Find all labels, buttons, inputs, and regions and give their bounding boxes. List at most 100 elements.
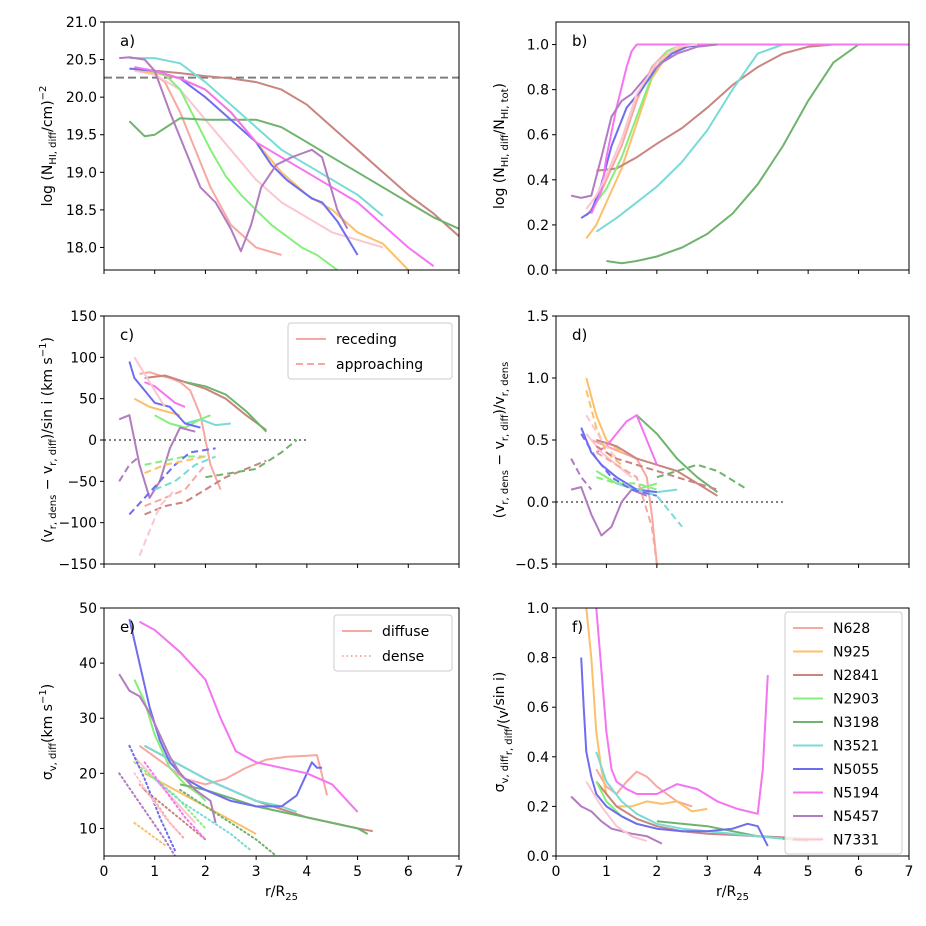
panel-f-legend-label-8: N5457 xyxy=(833,809,879,825)
panel-e-series-n5457-dotted-line xyxy=(118,772,176,856)
panel-c-y-tick-label: 50 xyxy=(79,392,97,408)
panel-b-series-n3521-solid-line xyxy=(595,43,809,233)
panel-e-legend-label-1: dense xyxy=(382,649,424,665)
panel-e-x-tick-label: 3 xyxy=(252,864,261,880)
label-part: /sin i) xyxy=(492,672,508,711)
panel-e-x-tick-label: 6 xyxy=(404,864,413,880)
panel-a-series-n5194-solid-line xyxy=(134,66,435,268)
panel-e-series-n5055-dotted-line xyxy=(128,744,176,852)
panel-c: −150 −100 −50 0 50 100 150 c) (vr, dens − vr, di… xyxy=(38,309,460,573)
panel-e-y-tick-label: 50 xyxy=(79,601,97,617)
label-part: v, diff xyxy=(48,742,59,771)
panel-c-y-tick-label: 100 xyxy=(70,350,97,366)
panel-f-y-tick-label: 0.6 xyxy=(527,700,549,716)
label-part: r, dens xyxy=(48,495,59,530)
panel-c-series-n3521-dashed-line xyxy=(154,455,216,491)
panel-e-series-n628-solid-line xyxy=(138,744,329,796)
panel-f-series-n925-solid-line xyxy=(585,608,708,813)
panel-a-series-n2903-solid-line xyxy=(134,67,338,270)
label-part: −2 xyxy=(38,86,49,101)
panel-c-y-tick-label: −150 xyxy=(59,557,97,573)
panel-f-x-axis-label: r/R25 xyxy=(716,884,749,903)
label-part: /cm xyxy=(40,106,56,132)
panel-c-series-n5055-dashed-line xyxy=(128,447,216,516)
panel-f-legend-label-2: N2841 xyxy=(833,668,879,684)
panel-e-y-tick-label: 10 xyxy=(79,821,97,837)
label-part: ) xyxy=(40,684,56,689)
panel-e-y-tick-label: 30 xyxy=(79,711,97,727)
panel-b-y-axis-label: log (NHI, diff/NHI, tot) xyxy=(492,83,511,209)
panel-b-letter: b) xyxy=(572,32,587,50)
panel-f-x-tick-label: 6 xyxy=(854,864,863,880)
panel-f-y-tick-label: 0.4 xyxy=(527,750,549,766)
panel-e-series-n2903-dotted-line xyxy=(133,761,207,830)
panel-c-y-tick-label: −100 xyxy=(59,516,97,532)
panel-c-plot-area xyxy=(104,356,307,557)
panel-a-series-n5457-solid-line xyxy=(119,56,349,253)
label-part: − v xyxy=(492,441,508,470)
label-part: HI, diff xyxy=(500,133,511,167)
panel-f-x-tick-label: 0 xyxy=(552,864,561,880)
panel-f-legend-label-9: N7331 xyxy=(833,833,879,849)
panel-e-x-tick-label: 7 xyxy=(455,864,464,880)
panel-d: −0.50.00.51.01.5d)(vr, dens − vr, diff)/… xyxy=(492,309,910,573)
label-part: /(v xyxy=(496,710,512,728)
panel-b-series-n7331-solid-line xyxy=(585,43,698,210)
panel-a-plot-area xyxy=(104,56,459,270)
panel-f-y-tick-label: 0.0 xyxy=(527,849,549,865)
label-part: r, diff xyxy=(48,438,59,466)
panel-c-series-n3521-solid-line xyxy=(184,418,231,427)
panel-a-series-n7331-solid-line xyxy=(134,69,384,249)
panel-c-series-n2903-solid-line xyxy=(154,414,211,429)
panel-f-x-tick-label: 2 xyxy=(652,864,661,880)
panel-d-y-tick-label: 0.0 xyxy=(527,495,549,511)
label-part: ) xyxy=(40,100,56,105)
panel-a-y-tick-label: 21.0 xyxy=(66,15,97,31)
panel-d-series-n3198-solid-line xyxy=(636,414,718,493)
panel-e-legend: diffuse dense xyxy=(333,614,453,672)
panel-f-y-axis-label: σv, diffr, diff/(v/sin i) xyxy=(492,672,515,793)
panel-a-y-axis-label: log (NHI, diff/cm)−2 xyxy=(38,86,59,207)
label-part: )/sin i (km s xyxy=(40,357,56,439)
panel-e-series-n925-dotted-line xyxy=(133,821,166,846)
panel-d-series-n7331-solid-line xyxy=(585,433,633,478)
panel-d-y-tick-label: 0.5 xyxy=(527,433,549,449)
panel-f-legend: N628 N925 N2841 N2903 N3198 N3521 N5055 N5194 N5… xyxy=(784,611,903,855)
panel-f-legend-label-7: N5194 xyxy=(833,786,879,802)
panel-e-series-n3521-dotted-line xyxy=(153,777,253,852)
panel-a-axes-frame xyxy=(103,21,460,271)
panel-e-plot-area xyxy=(118,618,373,856)
panel-f-legend-label-6: N5055 xyxy=(833,762,879,778)
panel-e-x-tick-label: 4 xyxy=(302,864,311,880)
label-part: r, dens xyxy=(500,362,511,397)
label-part: v, diff xyxy=(500,754,511,783)
panel-e-y-tick-label: 40 xyxy=(79,656,97,672)
label-part: r/R xyxy=(716,884,736,900)
panel-f-legend-label-3: N2903 xyxy=(833,692,879,708)
panel-e-x-tick-label: 5 xyxy=(353,864,362,880)
panel-c-y-tick-label: 150 xyxy=(70,309,97,325)
panel-f-series-n628-solid-line xyxy=(595,768,693,808)
panel-f-series-n5055-solid-line xyxy=(580,657,769,847)
panel-a-y-tick-label: 19.0 xyxy=(66,165,97,181)
panel-a-letter: a) xyxy=(120,32,135,50)
label-part: ) xyxy=(40,337,56,342)
panel-f-legend-label-0: N628 xyxy=(833,621,870,637)
panel-e-y-axis-label: σv, diff(km s−1) xyxy=(38,684,59,780)
panel-f-x-tick-label: 3 xyxy=(703,864,712,880)
panel-f-series-n5194-solid-line xyxy=(595,608,769,815)
label-part: r, dens xyxy=(500,470,511,505)
panel-f-legend-label-1: N925 xyxy=(833,645,870,661)
panel-d-y-tick-label: 1.5 xyxy=(527,309,549,325)
label-part: HI, diff xyxy=(48,131,59,165)
panel-e-series-n7331-dotted-line xyxy=(133,772,182,835)
panel-b-y-tick-label: 0.8 xyxy=(527,83,549,99)
panel-d-series-n3198-dashed-line xyxy=(656,463,749,491)
panel-f-y-tick-label: 0.2 xyxy=(527,799,549,815)
panel-c-y-axis-label: (vr, dens − vr, diff)/sin i (km s−1) xyxy=(38,337,59,543)
panel-f-series-n7331-solid-line xyxy=(585,781,648,843)
panel-b-axes-frame xyxy=(555,21,910,271)
panel-c-legend-box xyxy=(287,322,453,380)
panel-e-letter: e) xyxy=(120,618,135,636)
